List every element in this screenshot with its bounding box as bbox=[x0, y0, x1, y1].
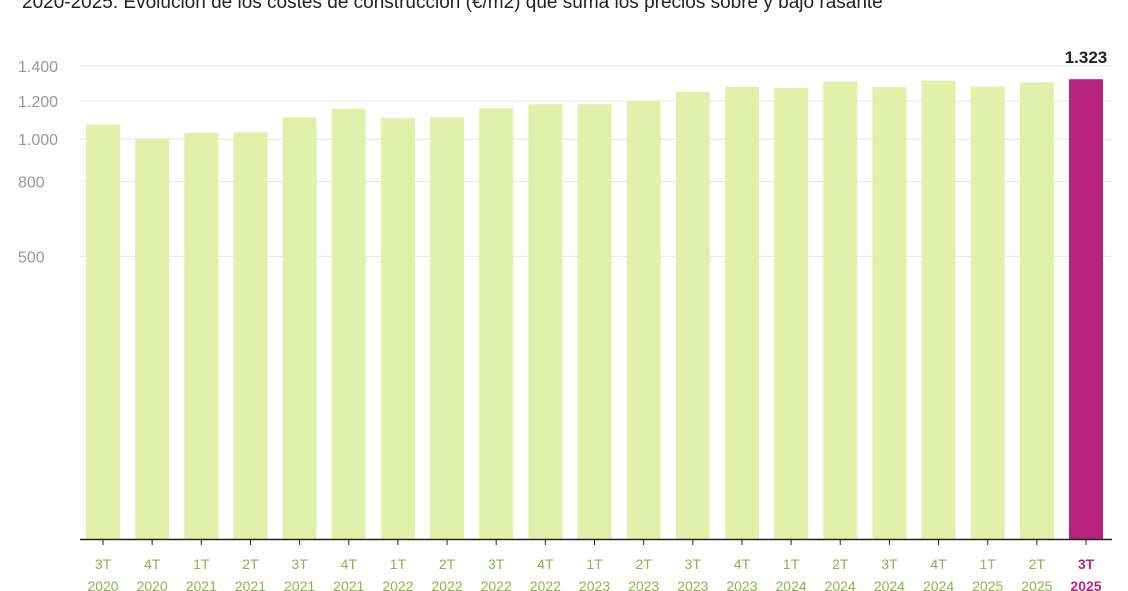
x-tick-label: 3T bbox=[685, 556, 702, 572]
y-tick-label: 500 bbox=[18, 249, 45, 266]
bar bbox=[430, 117, 465, 540]
x-tick-label-year: 2025 bbox=[1070, 578, 1101, 591]
x-tick-label: 2T bbox=[1029, 556, 1046, 572]
bar bbox=[282, 117, 317, 540]
y-tick-label: 1.200 bbox=[18, 94, 58, 111]
x-tick-label-year: 2021 bbox=[186, 578, 217, 591]
x-tick-label-year: 2022 bbox=[530, 578, 561, 591]
bar bbox=[970, 86, 1005, 540]
x-tick-label: 4T bbox=[341, 556, 358, 572]
x-tick-label-year: 2024 bbox=[825, 578, 856, 591]
bar bbox=[1069, 79, 1103, 540]
x-tick-label: 2T bbox=[832, 556, 849, 572]
bar bbox=[823, 81, 858, 539]
y-tick-label: 1.400 bbox=[18, 59, 58, 76]
x-tick-label: 1T bbox=[586, 556, 603, 572]
x-tick-label-year: 2024 bbox=[923, 578, 954, 591]
bar bbox=[626, 100, 661, 540]
x-tick-label-year: 2024 bbox=[776, 578, 807, 591]
x-tick-label-year: 2020 bbox=[137, 578, 168, 591]
bar bbox=[724, 86, 759, 539]
x-tick-label-year: 2025 bbox=[1021, 578, 1052, 591]
x-tick-label-year: 2021 bbox=[235, 578, 266, 591]
x-tick-label-year: 2020 bbox=[87, 578, 118, 591]
x-tick-label: 4T bbox=[537, 556, 554, 572]
x-tick-label-year: 2025 bbox=[972, 578, 1003, 591]
bar bbox=[135, 138, 170, 539]
bar bbox=[577, 104, 612, 539]
x-tick-label-year: 2022 bbox=[431, 578, 462, 591]
chart-subtitle: 2020-2025. Evolución de los costes de co… bbox=[22, 0, 883, 13]
value-label: 1.323 bbox=[1065, 48, 1108, 67]
x-tick-label: 2T bbox=[242, 556, 259, 572]
x-tick-label: 3T bbox=[291, 556, 308, 572]
bar bbox=[380, 118, 415, 539]
bar bbox=[86, 124, 120, 539]
x-tick-label-year: 2024 bbox=[874, 578, 905, 591]
x-tick-label: 1T bbox=[980, 556, 997, 572]
bar bbox=[774, 87, 809, 540]
x-tick-label: 3T bbox=[881, 556, 898, 572]
x-tick-label-year: 2022 bbox=[481, 578, 512, 591]
x-tick-label: 1T bbox=[390, 556, 407, 572]
x-tick-label: 3T bbox=[1078, 556, 1095, 572]
bar bbox=[331, 108, 366, 540]
x-tick-label-year: 2023 bbox=[579, 578, 610, 591]
bar bbox=[528, 104, 563, 539]
x-tick-label: 1T bbox=[193, 556, 210, 572]
bar bbox=[233, 132, 268, 539]
y-tick-label: 1.000 bbox=[18, 132, 58, 149]
x-tick-label: 2T bbox=[635, 556, 652, 572]
x-tick-label: 4T bbox=[734, 556, 751, 572]
y-tick-label: 800 bbox=[18, 174, 45, 191]
bar bbox=[184, 132, 219, 539]
x-tick-label: 4T bbox=[144, 556, 161, 572]
x-tick-label: 2T bbox=[439, 556, 456, 572]
bar bbox=[921, 80, 956, 540]
x-tick-label: 3T bbox=[95, 556, 112, 572]
x-tick-label-year: 2023 bbox=[677, 578, 708, 591]
x-tick-label: 1T bbox=[783, 556, 800, 572]
x-tick-label-year: 2022 bbox=[382, 578, 413, 591]
x-tick-label-year: 2023 bbox=[726, 578, 757, 591]
x-tick-label-year: 2021 bbox=[333, 578, 364, 591]
x-tick-label-year: 2021 bbox=[284, 578, 315, 591]
x-tick-label: 4T bbox=[930, 556, 947, 572]
bar bbox=[1019, 82, 1054, 539]
x-tick-label-year: 2023 bbox=[628, 578, 659, 591]
bar bbox=[479, 108, 514, 539]
x-tick-label: 3T bbox=[488, 556, 505, 572]
bar bbox=[675, 91, 710, 540]
bar bbox=[872, 87, 907, 539]
